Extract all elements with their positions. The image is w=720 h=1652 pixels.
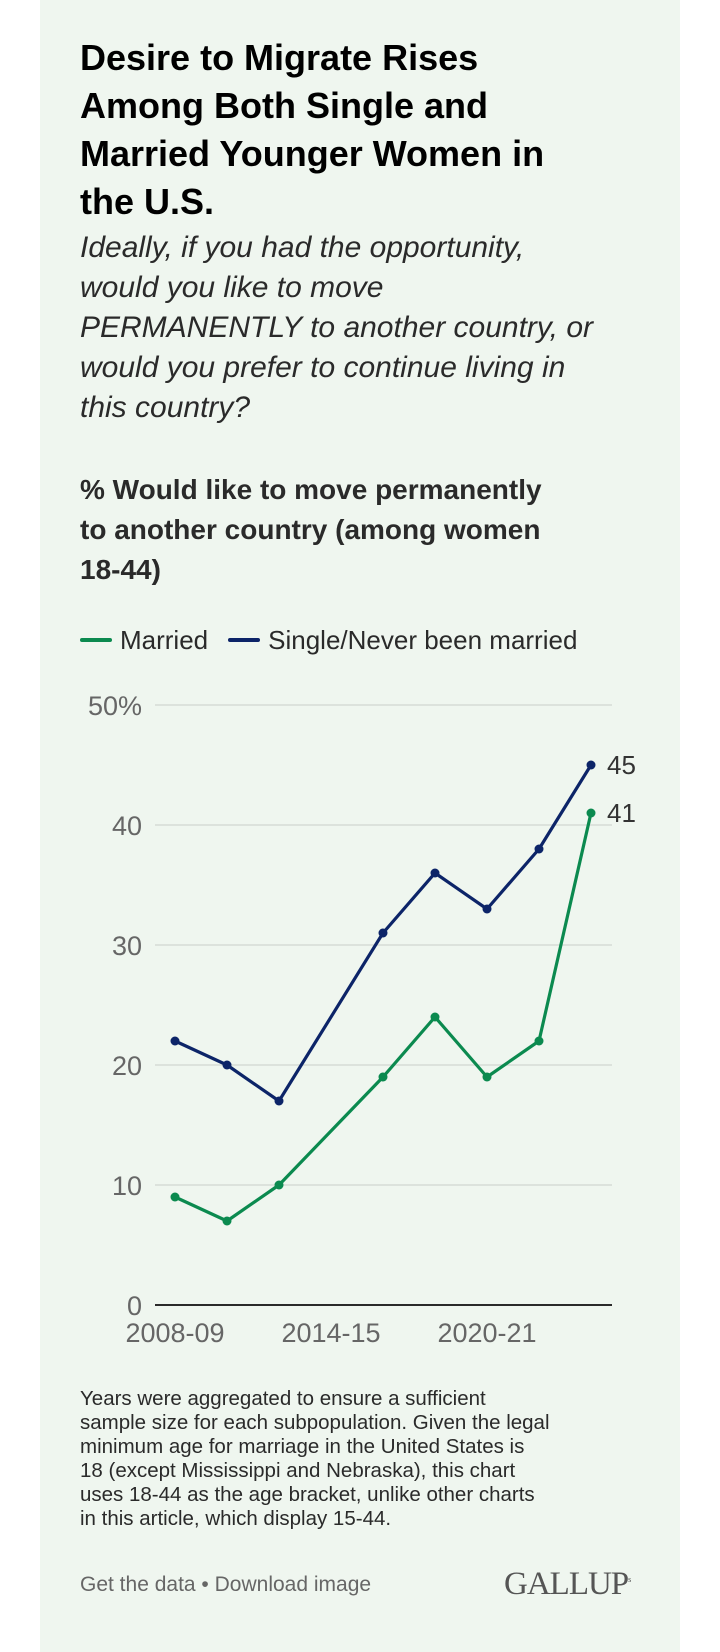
x-tick-label: 2014-15: [281, 1318, 380, 1348]
line-chart: 0 10 20 30 40 50% 2008-09 2014-15 2020-21 41 45: [88, 691, 636, 1348]
data-point: [222, 1060, 232, 1070]
survey-question: Ideally, if you had the opportunity, wou…: [80, 228, 593, 428]
legend-item-single: Single/Never been married: [228, 625, 577, 656]
question-line: this country?: [80, 391, 251, 424]
x-tick-label: 2020-21: [437, 1318, 536, 1348]
question-line: Ideally, if you had the opportunity,: [80, 231, 525, 264]
legend-label: Single/Never been married: [268, 624, 578, 655]
legend: Married Single/Never been married: [80, 622, 597, 658]
data-point: [430, 868, 440, 878]
legend-swatch-single: [228, 638, 261, 642]
data-point: [378, 1072, 388, 1082]
chart-card: [40, 0, 680, 1652]
gallup-logo: GALLUPs: [504, 1566, 631, 1602]
footnote-line: 18 (except Mississippi and Nebraska), th…: [80, 1459, 516, 1482]
get-data-link[interactable]: Get the data: [80, 1573, 196, 1596]
y-tick-label: 30: [112, 931, 142, 961]
legend-item-married: Married: [80, 625, 208, 656]
question-line: PERMANENTLY to another country, or: [80, 311, 594, 344]
footnote: Years were aggregated to ensure a suffic…: [80, 1387, 550, 1531]
data-point: [378, 928, 388, 938]
question-line: would you like to move: [80, 271, 384, 304]
data-point: [534, 844, 544, 854]
question-line: would you prefer to continue living in: [80, 351, 566, 384]
series-line-single: [174, 764, 593, 1103]
y-tick-label: 10: [112, 1171, 142, 1201]
y-tick-label: 40: [112, 811, 142, 841]
y-tick-label: 50%: [88, 691, 142, 721]
title-line: Married Younger Women in: [80, 133, 545, 174]
y-tick-label: 0: [127, 1291, 142, 1321]
legend-swatch-married: [80, 638, 112, 642]
series-line-married: [174, 812, 593, 1223]
data-point: [482, 1072, 492, 1082]
data-point: [586, 760, 596, 770]
title-line: Among Both Single and: [80, 85, 488, 126]
data-point: [170, 1036, 180, 1046]
end-value-label: 45: [607, 750, 636, 780]
x-tick-label: 2008-09: [125, 1318, 224, 1348]
data-point: [482, 904, 492, 914]
subheading-line: % Would like to move permanently: [80, 474, 542, 505]
footer-links: Get the data • Download image: [80, 1573, 371, 1597]
footnote-line: Years were aggregated to ensure a suffic…: [80, 1387, 486, 1410]
data-point: [274, 1096, 284, 1106]
title-line: Desire to Migrate Rises: [80, 37, 479, 78]
legend-label: Married: [120, 624, 209, 655]
footnote-line: uses 18-44 as the age bracket, unlike ot…: [80, 1483, 535, 1506]
y-tick-label: 20: [112, 1051, 142, 1081]
logo-text: GALLUP: [504, 1566, 629, 1602]
footnote-line: sample size for each subpopulation. Give…: [80, 1411, 550, 1434]
chart-title: Desire to Migrate Rises Among Both Singl…: [80, 34, 544, 226]
footnote-line: minimum age for marriage in the United S…: [80, 1435, 525, 1458]
data-point: [534, 1036, 544, 1046]
end-value-label: 41: [607, 798, 636, 828]
subheading-line: 18-44): [80, 554, 161, 585]
download-image-link[interactable]: Download image: [214, 1573, 372, 1596]
chart-subheading: % Would like to move permanently to anot…: [80, 470, 542, 590]
data-point: [170, 1192, 180, 1202]
data-point: [586, 808, 596, 818]
data-point: [430, 1012, 440, 1022]
subheading-line: to another country (among women: [80, 514, 541, 545]
data-point: [274, 1180, 284, 1190]
data-point: [222, 1216, 232, 1226]
footnote-line: in this article, which display 15-44.: [80, 1507, 392, 1530]
separator: •: [195, 1573, 215, 1596]
title-line: the U.S.: [80, 181, 215, 222]
